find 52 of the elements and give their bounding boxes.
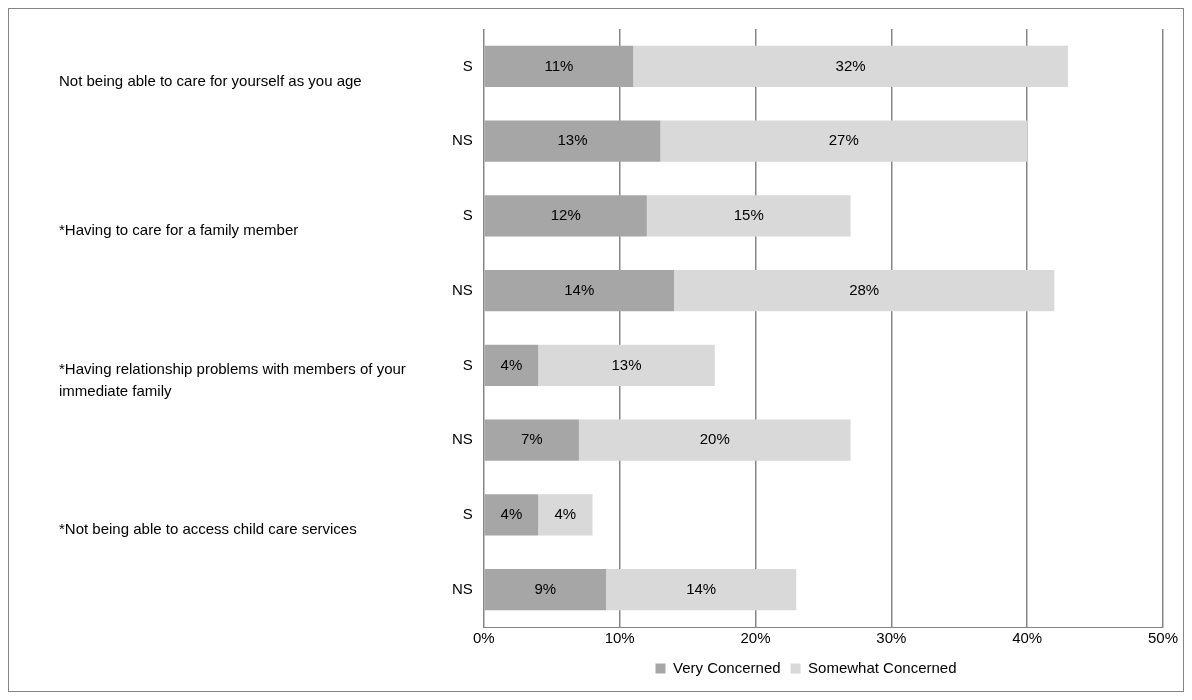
- bar: [538, 344, 715, 386]
- text: *Having to care for a family member: [59, 221, 299, 239]
- x-tick-label: 20%: [740, 629, 771, 647]
- x-tick-label: 10%: [604, 629, 635, 647]
- data-label: 14%: [564, 280, 595, 298]
- x-tick-label: 40%: [1012, 629, 1043, 647]
- x-tick-label: 50%: [1147, 629, 1179, 647]
- x-tick-label: 30%: [876, 629, 907, 647]
- data-label: 14%: [686, 579, 717, 597]
- y-tick-label: S: [462, 56, 473, 74]
- bar: [660, 120, 1028, 162]
- data-label: 28%: [849, 280, 880, 298]
- legend-label: Somewhat Concerned: [808, 658, 957, 676]
- y-tick-label: S: [462, 355, 473, 373]
- data-label: 4%: [500, 505, 523, 523]
- bar: [484, 419, 579, 461]
- bar: [674, 270, 1055, 312]
- y-tick-label: S: [462, 505, 473, 523]
- data-label: 11%: [544, 56, 574, 74]
- x-tick-label: 0%: [472, 629, 495, 647]
- bar: [606, 569, 797, 611]
- bar: [484, 120, 661, 162]
- bar: [484, 195, 647, 237]
- data-label: 4%: [500, 355, 523, 373]
- data-label: 12%: [550, 206, 581, 224]
- data-label: 27%: [828, 131, 859, 149]
- data-label: 9%: [534, 579, 557, 597]
- data-label: 15%: [733, 206, 764, 224]
- text: *Not being able to access child care services: [59, 520, 357, 538]
- bar: [484, 344, 539, 386]
- bar: [633, 45, 1068, 87]
- bar: [484, 569, 607, 611]
- data-label: 4%: [554, 505, 577, 523]
- bar: [484, 45, 634, 87]
- bar: [484, 494, 539, 536]
- y-tick-label: NS: [451, 579, 473, 597]
- y-tick-label: NS: [451, 280, 473, 298]
- bar: [484, 270, 674, 312]
- text: Not being able to care for yourself as you age: [59, 71, 362, 89]
- data-label: 32%: [835, 56, 866, 74]
- data-label: 13%: [611, 355, 642, 373]
- legend-label: Very Concerned: [673, 658, 781, 676]
- bar: [646, 195, 851, 237]
- bar: [538, 494, 593, 536]
- y-tick-label: S: [462, 206, 473, 224]
- data-label: 20%: [699, 430, 730, 448]
- data-label: 13%: [557, 131, 588, 149]
- y-tick-label: NS: [451, 131, 473, 149]
- text: *Having relationship problems with members of your immediate family: [59, 359, 406, 399]
- data-label: 7%: [520, 430, 543, 448]
- bar: [578, 419, 851, 461]
- y-tick-label: NS: [451, 430, 473, 448]
